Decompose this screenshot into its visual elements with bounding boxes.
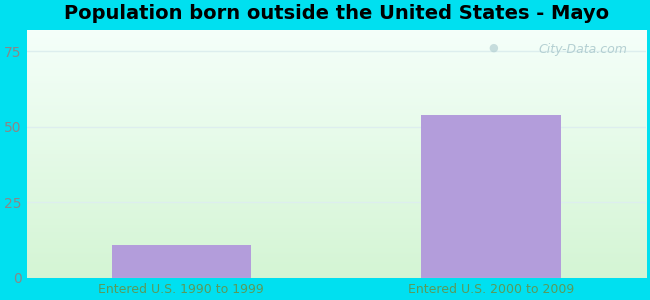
Text: ●: ● bbox=[488, 43, 498, 53]
Bar bbox=[112, 245, 251, 278]
Bar bbox=[421, 115, 561, 278]
Text: City-Data.com: City-Data.com bbox=[538, 43, 627, 56]
Title: Population born outside the United States - Mayo: Population born outside the United State… bbox=[64, 4, 609, 23]
